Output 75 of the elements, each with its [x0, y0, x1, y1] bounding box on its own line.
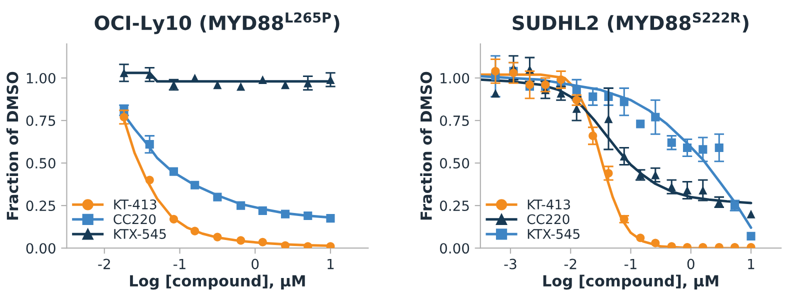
- x-tick-label: -1: [174, 258, 186, 270]
- y-tick-label: 0.50: [440, 158, 470, 169]
- point: [258, 75, 267, 84]
- legend-label: KTX-545: [528, 229, 580, 239]
- point: [714, 143, 724, 152]
- point: [746, 232, 756, 240]
- point: [169, 167, 178, 176]
- point: [698, 145, 708, 154]
- y-tick-label: 0.00: [440, 243, 470, 254]
- y-tick-label: 0.25: [26, 200, 56, 212]
- point: [120, 112, 128, 122]
- point: [236, 82, 246, 91]
- point: [491, 89, 500, 98]
- point: [326, 214, 335, 223]
- point: [304, 211, 312, 220]
- point: [746, 210, 756, 218]
- legend-label: KT-413: [114, 199, 156, 210]
- x-tick-label: -3: [504, 258, 516, 270]
- y-tick-label: 0.00: [26, 243, 56, 254]
- point: [556, 75, 566, 84]
- legend-label: CC220: [114, 214, 156, 224]
- y-tick-label: 1.00: [26, 72, 56, 84]
- x-axis-title: Log [compound], µM: [543, 274, 718, 290]
- point: [667, 182, 676, 192]
- point: [682, 143, 692, 152]
- x-tick-label: 1: [328, 258, 334, 270]
- point: [651, 112, 660, 122]
- point: [491, 66, 500, 76]
- point: [280, 210, 290, 218]
- point: [120, 68, 128, 78]
- point: [258, 206, 267, 215]
- point: [604, 168, 613, 178]
- y-tick-label: 1.00: [440, 72, 470, 84]
- legend-label: KTX-545: [114, 229, 166, 239]
- y-axis-title: Fraction of DMSO: [420, 72, 432, 220]
- point: [588, 132, 598, 140]
- point: [213, 232, 222, 242]
- point: [236, 201, 246, 210]
- point: [304, 78, 312, 88]
- legend-label: CC220: [527, 214, 570, 224]
- point: [620, 98, 628, 106]
- point: [213, 192, 222, 202]
- point: [169, 214, 178, 224]
- y-tick-label: 0.50: [26, 158, 56, 169]
- point: [280, 241, 290, 248]
- y-tick-label: 0.75: [26, 115, 56, 126]
- x-tick-label: -2: [564, 258, 576, 270]
- x-tick-label: -2: [98, 258, 110, 270]
- x-tick-label: -1: [624, 258, 636, 270]
- y-axis-title: Fraction of DMSO: [6, 72, 18, 220]
- point: [651, 170, 660, 180]
- point: [145, 70, 154, 79]
- point: [190, 226, 200, 236]
- point: [588, 92, 598, 101]
- legend-label: KT-413: [528, 199, 570, 210]
- point: [667, 138, 676, 147]
- point: [190, 180, 200, 190]
- point: [651, 238, 660, 248]
- y-tick-label: 0.25: [440, 200, 469, 212]
- x-tick-label: 0: [687, 258, 694, 270]
- x-tick-label: 1: [748, 258, 754, 270]
- point: [258, 238, 267, 246]
- point: [145, 176, 154, 184]
- point: [236, 236, 246, 245]
- point: [604, 114, 613, 124]
- x-axis-title: Log [compound], µM: [130, 274, 305, 290]
- point: [636, 120, 645, 128]
- chart-title: SUDHL2 (MYD88$^{S222R}$): [512, 12, 748, 32]
- point: [556, 89, 566, 98]
- chart-title: OCI-Ly10 (MYD88$^{L265P}$): [94, 12, 340, 34]
- point: [572, 86, 581, 94]
- y-tick-label: 0.75: [440, 115, 469, 126]
- point: [636, 234, 645, 242]
- point: [145, 140, 154, 149]
- x-tick-label: 0: [252, 258, 259, 270]
